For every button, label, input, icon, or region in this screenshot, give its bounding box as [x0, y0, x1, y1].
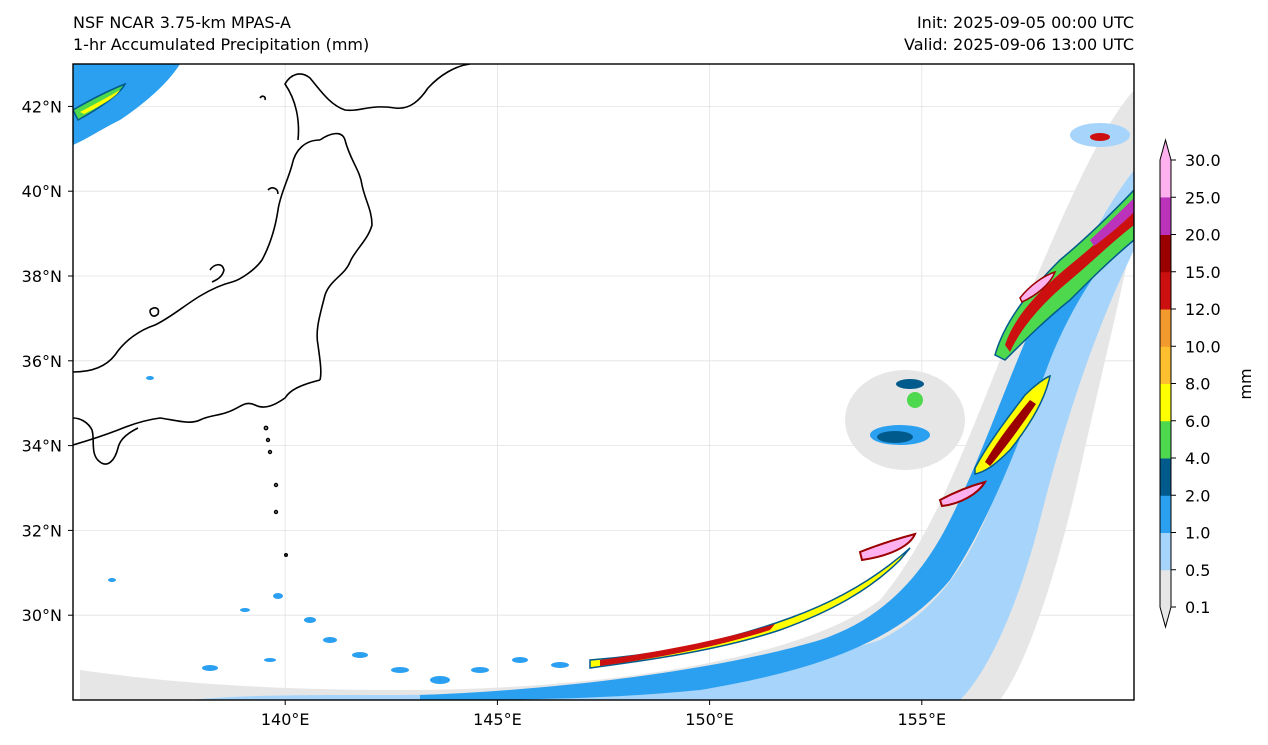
longitude-axis: 140°E 145°E 150°E 155°E	[261, 700, 946, 729]
rainband-south-red	[600, 624, 775, 666]
colorbar-level-label: 0.1	[1185, 598, 1210, 617]
colorbar-level-label: 15.0	[1185, 263, 1221, 282]
precip-northwest	[73, 64, 180, 145]
coast-honshu-south	[73, 379, 321, 446]
model-name: NSF NCAR 3.75-km MPAS-A	[73, 13, 291, 32]
coast-oki	[149, 307, 160, 317]
colorbar-level-label: 20.0	[1185, 226, 1221, 245]
lat-tick-label: 30°N	[22, 606, 62, 625]
cell-pink-1	[858, 532, 917, 562]
rainband-northeast-red	[1005, 210, 1134, 352]
colorbar-level-label: 2.0	[1185, 486, 1210, 505]
colorbar-segment	[1160, 271, 1171, 310]
coast-hokkaido	[284, 64, 471, 141]
latitude-axis: 30°N 32°N 34°N 36°N 38°N 40°N 42°N	[22, 97, 73, 625]
colorbar-segment	[1160, 140, 1171, 198]
storm-cluster-dark	[877, 431, 913, 443]
colorbar-level-label: 25.0	[1185, 188, 1221, 207]
cell-pink-ne	[1019, 270, 1057, 303]
colorbar-segment	[1160, 197, 1171, 235]
cell-pink-2	[938, 480, 988, 508]
storm-cluster	[845, 370, 965, 470]
map-title-left: NSF NCAR 3.75-km MPAS-A 1-hr Accumulated…	[73, 12, 369, 56]
map-title-right: Init: 2025-09-05 00:00 UTC Valid: 2025-0…	[904, 12, 1134, 56]
coast-shikoku	[73, 417, 139, 465]
field-name: 1-hr Accumulated Precipitation (mm)	[73, 35, 370, 54]
cell-magenta-ne	[1090, 198, 1134, 246]
colorbar-segment	[1160, 569, 1171, 627]
lon-tick-label: 150°E	[685, 710, 734, 729]
coast-rishiri	[259, 95, 266, 101]
colorbar-level-label: 10.0	[1185, 337, 1221, 356]
colorbar-level-label: 0.5	[1185, 561, 1210, 580]
lat-tick-label: 40°N	[22, 182, 62, 201]
colorbar-segment	[1160, 309, 1171, 347]
colorbar-segment	[1160, 458, 1171, 496]
coast-izu-islands	[263, 425, 269, 431]
colorbar-level-label: 12.0	[1185, 300, 1221, 319]
lat-tick-label: 42°N	[22, 97, 62, 116]
precipitation-field	[73, 64, 1134, 700]
lat-tick-label: 34°N	[22, 437, 62, 456]
coast-honshu-west	[73, 139, 321, 373]
colorbar-level-label: 6.0	[1185, 412, 1210, 431]
colorbar-level-label: 4.0	[1185, 449, 1210, 468]
coastline	[73, 64, 471, 557]
colorbar: 0.1 0.5 1.0 2.0 4.0 6.0 8.0 10.0 12.0 15.0 20.0 25.…	[1159, 138, 1221, 629]
colorbar-unit-label: mm	[1236, 368, 1255, 399]
colorbar-level-label: 1.0	[1185, 524, 1210, 543]
precip-northwest-yellow	[80, 90, 120, 114]
precip-band-light	[80, 90, 1134, 700]
storm-cell-north	[896, 379, 924, 389]
colorbar-segment	[1160, 383, 1171, 422]
lon-tick-label: 155°E	[897, 710, 946, 729]
colorbar-segment	[1160, 346, 1171, 384]
colorbar-segment	[1160, 234, 1171, 273]
map-frame	[72, 63, 1135, 701]
scattered-showers	[108, 376, 569, 684]
precip-far-ne-red	[1090, 133, 1110, 141]
colorbar-level-label: 8.0	[1185, 375, 1210, 394]
colorbar-segment	[1160, 532, 1171, 571]
colorbar-segment	[1160, 420, 1171, 459]
coast-honshu-north	[316, 132, 373, 381]
coast-noto	[209, 263, 225, 283]
lat-tick-label: 38°N	[22, 267, 62, 286]
lon-tick-label: 140°E	[261, 710, 310, 729]
init-time: Init: 2025-09-05 00:00 UTC	[916, 13, 1134, 32]
lon-tick-label: 145°E	[473, 710, 522, 729]
rainband-east-red	[985, 400, 1036, 466]
storm-cluster-green	[907, 392, 923, 408]
colorbar-segment	[1160, 495, 1171, 533]
coast-sado	[267, 187, 279, 195]
lat-tick-label: 32°N	[22, 521, 62, 540]
lat-tick-label: 36°N	[22, 352, 62, 371]
colorbar-level-label: 30.0	[1185, 151, 1221, 170]
valid-time: Valid: 2025-09-06 13:00 UTC	[903, 35, 1134, 54]
